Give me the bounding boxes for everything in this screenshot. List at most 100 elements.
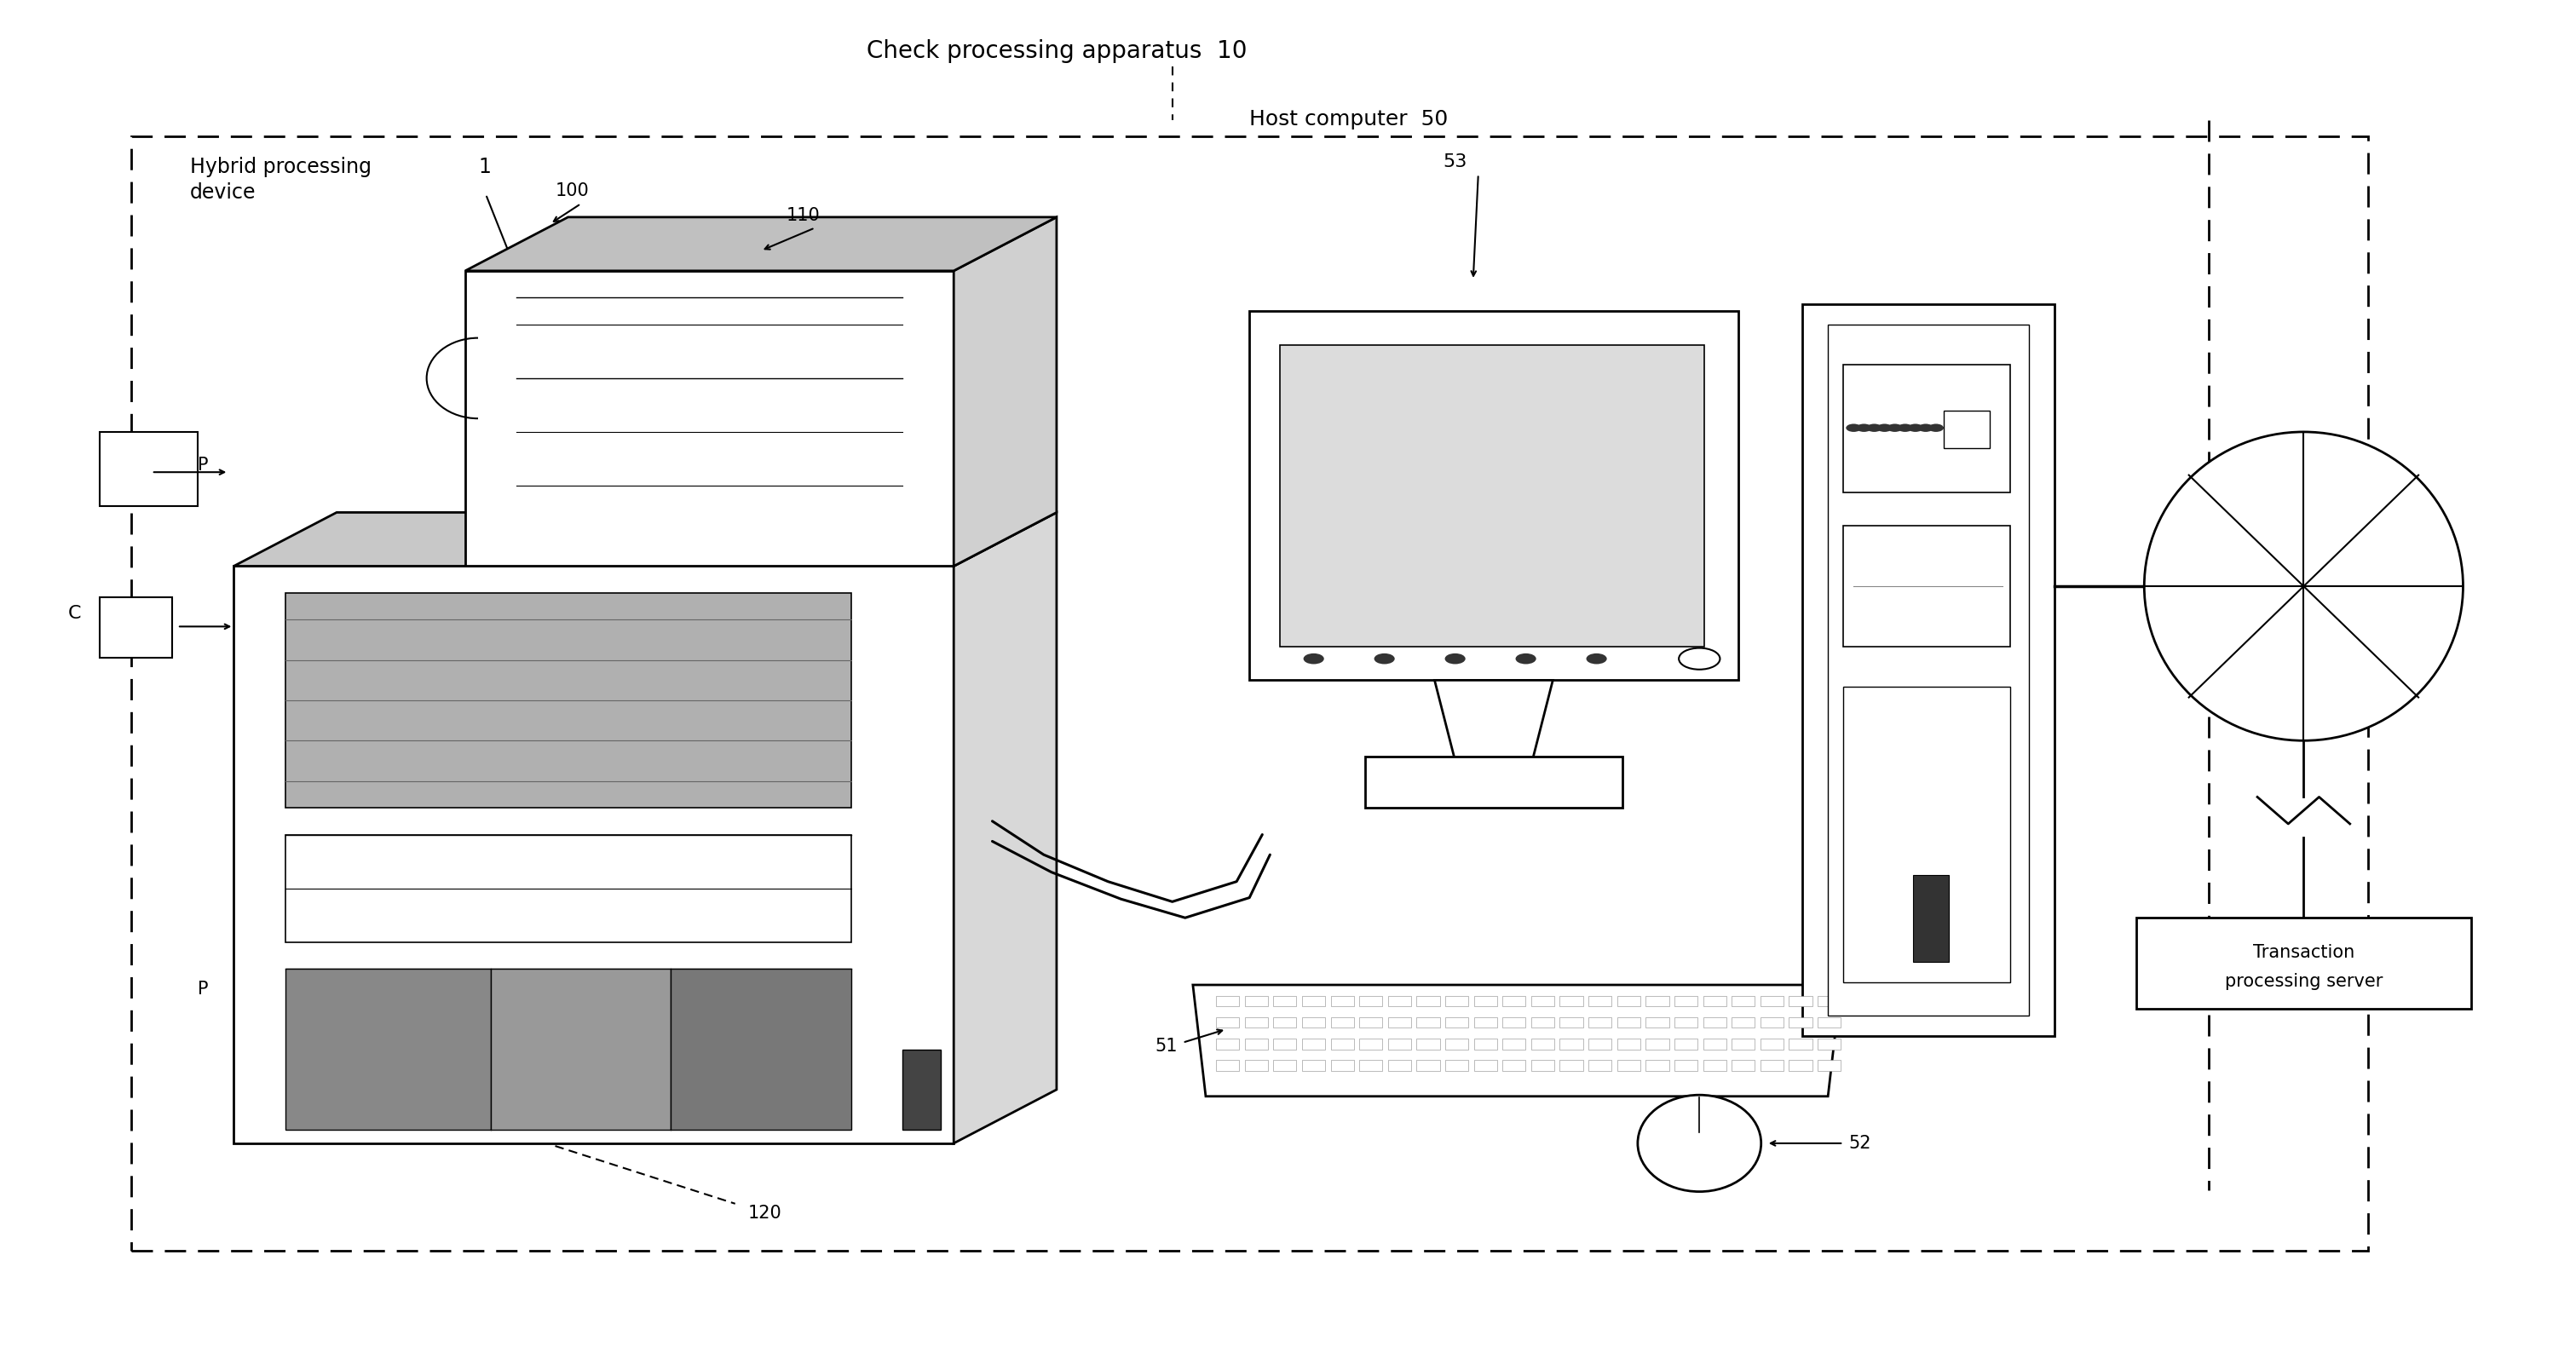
Bar	[1332, 1017, 1355, 1028]
Circle shape	[1847, 424, 1862, 432]
Bar	[1618, 1039, 1641, 1049]
Bar	[1360, 995, 1383, 1006]
Bar	[1589, 1017, 1613, 1028]
Bar	[131, 136, 2367, 1250]
Ellipse shape	[1638, 1095, 1762, 1192]
Text: 100: 100	[556, 183, 590, 199]
Bar	[1388, 1060, 1412, 1071]
Bar	[1788, 1060, 1811, 1071]
Bar	[1388, 1017, 1412, 1028]
Bar	[1646, 1039, 1669, 1049]
Bar	[1360, 1060, 1383, 1071]
Circle shape	[1929, 424, 1945, 432]
Text: Hybrid processing
device: Hybrid processing device	[191, 156, 371, 202]
Bar	[1788, 1017, 1811, 1028]
Bar	[1388, 1039, 1412, 1049]
Circle shape	[1587, 653, 1607, 664]
Bar	[1360, 1017, 1383, 1028]
Text: processing server: processing server	[2226, 973, 2383, 990]
Bar	[1674, 1060, 1698, 1071]
Text: C: C	[67, 605, 80, 621]
Bar	[1445, 995, 1468, 1006]
Bar	[1731, 1060, 1754, 1071]
Bar	[1646, 1060, 1669, 1071]
Bar	[1561, 995, 1584, 1006]
Bar	[1759, 1039, 1783, 1049]
Bar	[1759, 995, 1783, 1006]
Bar	[1530, 1060, 1553, 1071]
Bar	[1759, 1060, 1783, 1071]
Bar	[1445, 1060, 1468, 1071]
Bar	[1703, 1060, 1726, 1071]
Bar	[100, 597, 173, 657]
Bar	[1589, 1060, 1613, 1071]
Bar	[1301, 1039, 1324, 1049]
Text: Host computer  50: Host computer 50	[1249, 109, 1448, 129]
Bar	[1445, 1039, 1468, 1049]
Circle shape	[1868, 424, 1883, 432]
Circle shape	[1899, 424, 1914, 432]
Bar	[1819, 1017, 1842, 1028]
Bar	[1301, 995, 1324, 1006]
Bar	[1674, 1039, 1698, 1049]
Polygon shape	[466, 271, 953, 566]
Bar	[1216, 1060, 1239, 1071]
Bar	[1417, 1017, 1440, 1028]
Bar	[1844, 365, 2009, 492]
Polygon shape	[953, 512, 1056, 1144]
Text: Check processing apparatus  10: Check processing apparatus 10	[866, 39, 1247, 63]
Bar	[1445, 1017, 1468, 1028]
Bar	[1332, 995, 1355, 1006]
Bar	[286, 835, 850, 942]
Bar	[1788, 995, 1811, 1006]
Bar	[1216, 1017, 1239, 1028]
Bar	[1273, 1017, 1296, 1028]
Text: 1: 1	[479, 156, 489, 178]
Bar	[1502, 1017, 1525, 1028]
Bar	[1589, 1039, 1613, 1049]
Bar	[1280, 345, 1705, 647]
Bar	[1473, 995, 1497, 1006]
Bar	[1618, 1060, 1641, 1071]
Bar	[1829, 325, 2027, 1016]
Bar	[1502, 1060, 1525, 1071]
Text: 53: 53	[1443, 154, 1468, 170]
Text: Transaction: Transaction	[2254, 944, 2354, 960]
Bar	[1731, 1017, 1754, 1028]
Text: 110: 110	[786, 207, 822, 224]
Bar	[1646, 995, 1669, 1006]
Circle shape	[1909, 424, 1924, 432]
Bar	[1788, 1039, 1811, 1049]
Bar	[1803, 304, 2053, 1036]
Bar	[1703, 1017, 1726, 1028]
Bar	[1273, 1060, 1296, 1071]
Circle shape	[1919, 424, 1935, 432]
Bar	[670, 968, 850, 1130]
Circle shape	[1303, 653, 1324, 664]
Bar	[1365, 757, 1623, 808]
Text: 52: 52	[1850, 1134, 1870, 1152]
Polygon shape	[234, 566, 953, 1144]
Circle shape	[1373, 653, 1394, 664]
Bar	[1530, 1039, 1553, 1049]
Circle shape	[1445, 653, 1466, 664]
Bar	[1502, 995, 1525, 1006]
Ellipse shape	[2143, 432, 2463, 741]
Bar	[1589, 995, 1613, 1006]
Bar	[1332, 1039, 1355, 1049]
Bar	[1819, 1060, 1842, 1071]
Text: 120: 120	[747, 1204, 783, 1222]
Bar	[492, 968, 670, 1130]
Polygon shape	[953, 217, 1056, 566]
Polygon shape	[1193, 985, 1842, 1096]
Bar	[1388, 995, 1412, 1006]
Polygon shape	[1435, 680, 1553, 761]
Bar	[1819, 1039, 1842, 1049]
Text: P: P	[198, 981, 209, 997]
Bar	[1244, 1039, 1267, 1049]
Bar	[1530, 1017, 1553, 1028]
Bar	[286, 593, 850, 808]
Circle shape	[1680, 648, 1721, 669]
Bar	[1618, 995, 1641, 1006]
Text: 51: 51	[1154, 1039, 1177, 1055]
